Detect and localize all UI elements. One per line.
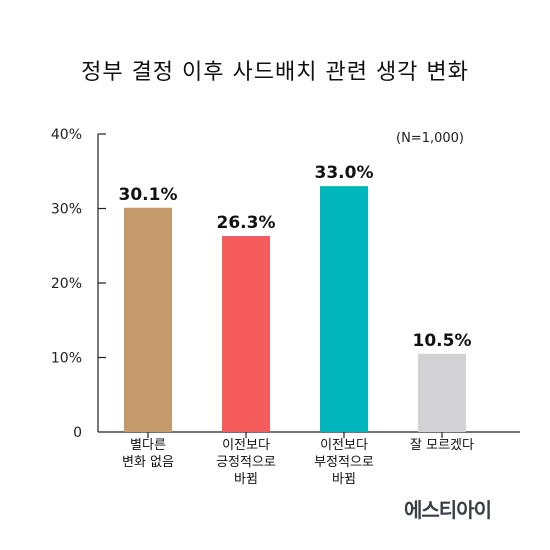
bar-value-label: 26.3% — [217, 213, 276, 233]
bar — [320, 186, 368, 432]
y-tick-label: 30% — [51, 202, 82, 218]
y-tick-label: 10% — [51, 351, 82, 367]
bar-value-label: 10.5% — [413, 331, 472, 351]
category-label: 변화 없음 — [122, 455, 174, 470]
y-tick-label: 0 — [73, 425, 82, 441]
bar — [418, 353, 466, 432]
category-label: 이전보다 — [320, 438, 368, 453]
category-label: 긍정적으로 — [216, 455, 276, 470]
category-label: 바뀜 — [234, 472, 258, 487]
bar — [222, 236, 270, 432]
chart-title: 정부 결정 이후 사드배치 관련 생각 변화 — [81, 60, 469, 85]
bar — [124, 207, 172, 432]
category-label: 바뀜 — [332, 472, 356, 487]
category-label: 부정적으로 — [314, 455, 374, 470]
bar-value-label: 33.0% — [315, 163, 374, 183]
category-label: 이전보다 — [222, 438, 270, 453]
y-tick-label: 40% — [51, 127, 82, 143]
category-label: 잘 모르겠다 — [410, 438, 474, 453]
y-tick-label: 20% — [51, 276, 82, 292]
bar-value-label: 30.1% — [119, 185, 178, 205]
category-label: 별다른 — [130, 438, 166, 453]
sample-size-note: (N=1,000) — [396, 131, 464, 146]
brand-logo: 에스티아이 — [404, 498, 492, 522]
